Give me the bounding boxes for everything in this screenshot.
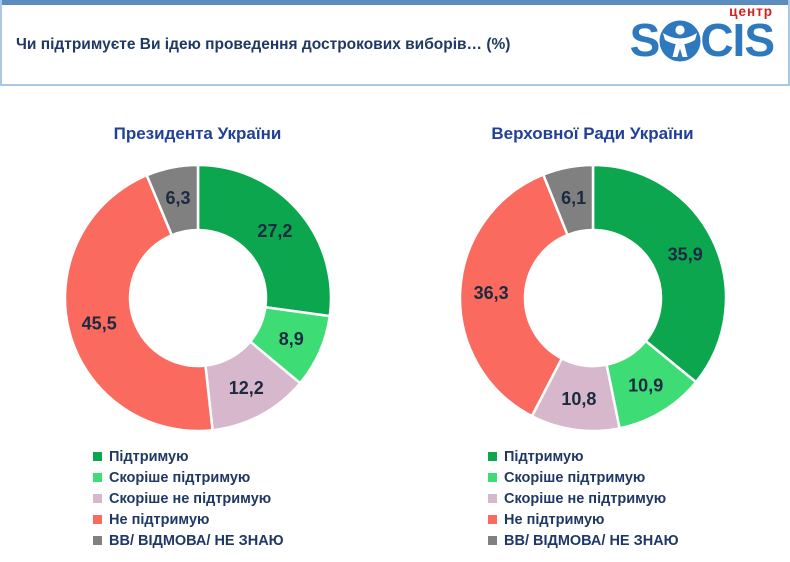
legend-item: Скоріше підтримую — [488, 467, 718, 488]
legend-label: Скоріше підтримую — [504, 469, 646, 486]
donut-slice — [196, 163, 332, 318]
legend-item: Скоріше підтримую — [93, 467, 323, 488]
logo-cis: CIS — [700, 13, 775, 66]
legend-label: Скоріше не підтримую — [504, 490, 667, 507]
legend-item: Не підтримую — [488, 509, 718, 530]
legend-swatch — [93, 536, 102, 545]
legend-item: Скоріше не підтримую — [488, 488, 718, 509]
slice-value-label: 6,1 — [561, 188, 586, 208]
donut-chart: 35,9 10,9 10,8 36,3 6,1 — [458, 163, 727, 433]
logo-wordmark: S CIS — [629, 13, 775, 66]
chart-title: Верховної Ради України — [491, 124, 694, 143]
legend-label: Не підтримую — [504, 511, 605, 528]
legend-label: Скоріше не підтримую — [109, 490, 272, 507]
slice-value-label: 35,9 — [667, 244, 702, 264]
slice-value-label: 45,5 — [81, 314, 116, 334]
donut-slice — [63, 174, 214, 433]
legend-label: Скоріше підтримую — [109, 469, 251, 486]
legend-swatch — [93, 452, 102, 461]
slice-value-label: 10,9 — [628, 375, 663, 395]
chart-title: Президента України — [113, 124, 282, 143]
legend-swatch — [488, 452, 497, 461]
legend-item: Не підтримую — [93, 509, 323, 530]
legend-swatch — [93, 494, 102, 503]
logo-person-icon — [659, 20, 701, 61]
charts-row: Президента України 27,2 8,9 12,2 45,5 6,3 Пі… — [0, 86, 790, 551]
legend-item: Підтримую — [93, 446, 323, 467]
slice-value-label: 12,2 — [228, 378, 263, 398]
slice-value-label: 36,3 — [473, 283, 508, 303]
legend: Підтримую Скоріше підтримую Скоріше не п… — [488, 446, 718, 551]
logo-centr-label: центр — [729, 4, 773, 19]
legend-item: ВВ/ ВІДМОВА/ НЕ ЗНАЮ — [93, 530, 323, 551]
header-title: Чи підтримуєте Ви ідею проведення достро… — [16, 36, 511, 53]
slice-value-label: 10,8 — [561, 389, 596, 409]
legend-swatch — [93, 515, 102, 524]
legend-swatch — [488, 536, 497, 545]
socis-logo: центр S CIS — [629, 4, 775, 66]
legend: Підтримую Скоріше підтримую Скоріше не п… — [93, 446, 323, 551]
slice-value-label: 27,2 — [257, 221, 292, 241]
legend-label: Підтримую — [109, 448, 189, 465]
donut-chart: 27,2 8,9 12,2 45,5 6,3 — [63, 163, 332, 433]
header: Чи підтримуєте Ви ідею проведення достро… — [0, 0, 790, 86]
legend-label: Не підтримую — [109, 511, 210, 528]
legend-swatch — [488, 515, 497, 524]
slice-value-label: 6,3 — [165, 188, 190, 208]
legend-item: ВВ/ ВІДМОВА/ НЕ ЗНАЮ — [488, 530, 718, 551]
chart-panel-president: Президента України 27,2 8,9 12,2 45,5 6,3 Пі… — [0, 86, 395, 551]
donut-slice — [145, 163, 199, 237]
donut-slice — [591, 163, 727, 384]
header-accent-strip — [2, 0, 788, 5]
chart-panel-rada: Верховної Ради України 35,9 10,9 10,8 36,3 6… — [395, 86, 790, 551]
logo-s: S — [629, 13, 661, 66]
donut-slice — [541, 163, 594, 237]
legend-label: ВВ/ ВІДМОВА/ НЕ ЗНАЮ — [109, 532, 284, 549]
legend-swatch — [488, 473, 497, 482]
legend-label: ВВ/ ВІДМОВА/ НЕ ЗНАЮ — [504, 532, 679, 549]
legend-item: Підтримую — [488, 446, 718, 467]
legend-swatch — [93, 473, 102, 482]
legend-item: Скоріше не підтримую — [93, 488, 323, 509]
legend-swatch — [488, 494, 497, 503]
slice-value-label: 8,9 — [278, 329, 303, 349]
donut-slice — [458, 173, 569, 418]
legend-label: Підтримую — [504, 448, 584, 465]
